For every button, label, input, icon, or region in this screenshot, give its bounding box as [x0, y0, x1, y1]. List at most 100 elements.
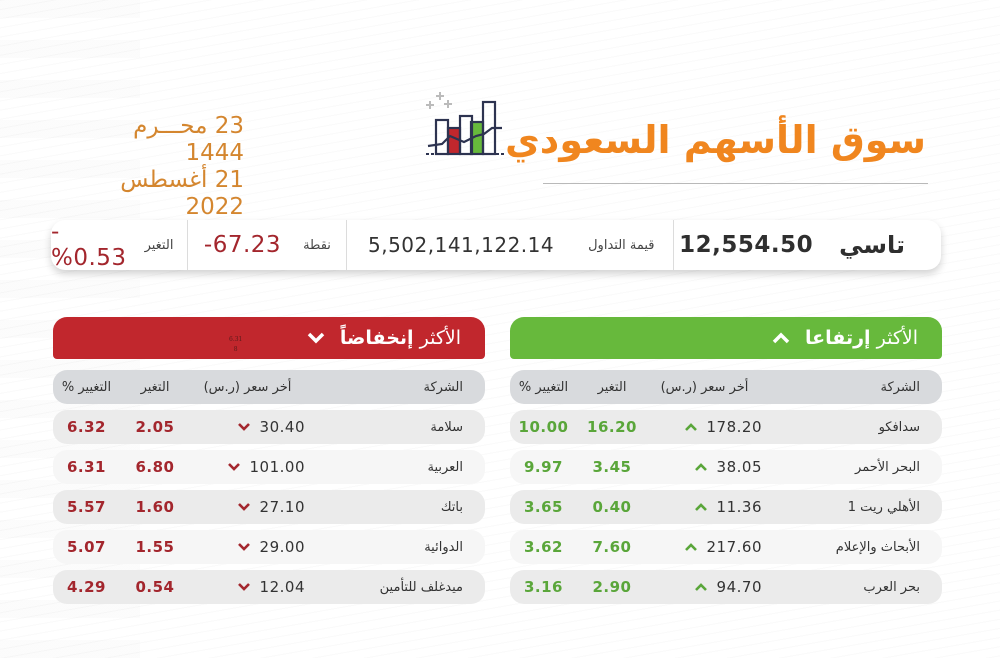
last-price: 29.00: [259, 538, 305, 556]
chevron-up-icon: [694, 463, 707, 471]
table-row: باتك 27.10 1.60 5.57: [53, 490, 485, 524]
change-value: 0.40: [592, 498, 632, 516]
last-price: 38.05: [716, 458, 762, 476]
col-company: الشركة: [423, 379, 463, 395]
change-value: 16.20: [587, 418, 637, 436]
page-title: سوق الأسهم السعودي: [504, 118, 927, 162]
last-price: 12.04: [259, 578, 305, 596]
losers-title-bold: إنخفاضاً: [339, 327, 414, 349]
change-value: -%0.53: [51, 219, 127, 271]
date-gregorian: 21 أغسطس 2022: [120, 167, 244, 220]
change-percent: 3.65: [523, 498, 563, 516]
gainers-title-bold: إرتفاعا: [805, 327, 871, 349]
change-value: 2.90: [592, 578, 632, 596]
change-value: 3.45: [592, 458, 632, 476]
company-name: باتك: [440, 499, 463, 515]
price-cell: 101.00: [190, 458, 305, 476]
top-losers-panel: الأكثر إنخفاضاً 6.31 8 الشركة أخر سعر (ر…: [53, 317, 485, 604]
index-value: 12,554.50: [679, 232, 814, 258]
chevron-down-icon: [237, 503, 250, 511]
change-percent: 9.97: [523, 458, 563, 476]
change-percent: 6.31: [66, 458, 106, 476]
losers-title: الأكثر إنخفاضاً: [340, 327, 461, 349]
gainers-column-header: الشركة أخر سعر (ر.س) التغير التغيير %: [510, 370, 942, 404]
price-cell: 29.00: [190, 538, 305, 556]
table-row: ميدغلف للتأمين 12.04 0.54 4.29: [53, 570, 485, 604]
losers-title-prefix: الأكثر: [419, 327, 461, 349]
company-name: سدافكو: [878, 419, 920, 435]
change-value: 1.55: [135, 538, 175, 556]
price-cell: 11.36: [647, 498, 762, 516]
company-name: ميدغلف للتأمين: [379, 579, 463, 595]
table-row: البحر الأحمر 38.05 3.45 9.97: [510, 450, 942, 484]
chevron-down-icon: [237, 423, 250, 431]
col-pct: التغيير %: [518, 379, 569, 395]
table-row: سدافكو 178.20 16.20 10.00: [510, 410, 942, 444]
price-cell: 27.10: [190, 498, 305, 516]
table-row: الأبحاث والإعلام 217.60 7.60 3.62: [510, 530, 942, 564]
title-divider: [543, 183, 928, 184]
chevron-up-icon: [684, 543, 697, 551]
turnover-cell: قيمة التداول 5,502,141,122.14: [347, 220, 674, 270]
gainers-header: الأكثر إرتفاعا: [510, 317, 942, 359]
col-company: الشركة: [880, 379, 920, 395]
gainers-title-prefix: الأكثر: [876, 327, 918, 349]
price-cell: 38.05: [647, 458, 762, 476]
chevron-down-icon: [227, 463, 240, 471]
last-price: 178.20: [706, 418, 762, 436]
company-name: الأبحاث والإعلام: [835, 539, 920, 555]
price-cell: 217.60: [647, 538, 762, 556]
chevron-down-icon: [307, 332, 325, 344]
index-cell: تاسي 12,554.50: [674, 220, 941, 270]
change-cell: التغير -%0.53: [51, 219, 189, 271]
points-label: نقطة: [303, 237, 331, 253]
last-price: 94.70: [716, 578, 762, 596]
chevron-up-icon: [694, 503, 707, 511]
table-row: سلامة 30.40 2.05 6.32: [53, 410, 485, 444]
col-change: التغير: [597, 379, 627, 395]
change-value: 6.80: [135, 458, 175, 476]
turnover-label: قيمة التداول: [588, 237, 655, 253]
last-price: 27.10: [259, 498, 305, 516]
last-price: 217.60: [706, 538, 762, 556]
change-value: 0.54: [135, 578, 175, 596]
points-value: -67.23: [203, 232, 282, 258]
chevron-down-icon: [237, 543, 250, 551]
company-name: سلامة: [430, 419, 463, 435]
company-name: الأهلي ريت 1: [847, 499, 920, 515]
change-label: التغير: [144, 237, 174, 253]
company-name: البحر الأحمر: [855, 459, 920, 475]
bar-chart-icon: [426, 92, 506, 156]
last-price: 30.40: [259, 418, 305, 436]
company-name: بحر العرب: [863, 579, 920, 595]
change-percent: 6.32: [66, 418, 106, 436]
change-percent: 10.00: [518, 418, 569, 436]
losers-column-header: الشركة أخر سعر (ر.س) التغير التغيير %: [53, 370, 485, 404]
change-value: 7.60: [592, 538, 632, 556]
price-cell: 30.40: [190, 418, 305, 436]
change-percent: 3.16: [523, 578, 563, 596]
table-row: بحر العرب 94.70 2.90 3.16: [510, 570, 942, 604]
last-price: 11.36: [716, 498, 762, 516]
turnover-value: 5,502,141,122.14: [367, 233, 555, 257]
points-cell: نقطة -67.23: [188, 220, 347, 270]
change-value: 1.60: [135, 498, 175, 516]
change-percent: 5.57: [66, 498, 106, 516]
company-name: الدوائية: [424, 539, 463, 555]
stray-label-mark: 8: [233, 346, 238, 353]
price-cell: 178.20: [647, 418, 762, 436]
date-hijri: 23 محـــرم 1444: [133, 113, 244, 166]
market-summary-bar: تاسي 12,554.50 قيمة التداول 5,502,141,12…: [51, 219, 941, 271]
col-pct: التغيير %: [61, 379, 112, 395]
change-percent: 5.07: [66, 538, 106, 556]
price-cell: 94.70: [647, 578, 762, 596]
gainers-title: الأكثر إرتفاعا: [805, 327, 918, 349]
col-change: التغير: [140, 379, 170, 395]
chevron-up-icon: [694, 583, 707, 591]
stray-label: 6.31 8: [229, 335, 242, 355]
chevron-up-icon: [684, 423, 697, 431]
losers-header: الأكثر إنخفاضاً 6.31 8: [53, 317, 485, 359]
date-block: 23 محـــرم 1444 21 أغسطس 2022: [68, 113, 244, 221]
col-price-label: أخر سعر (ر.س): [660, 379, 749, 395]
last-price: 101.00: [249, 458, 305, 476]
